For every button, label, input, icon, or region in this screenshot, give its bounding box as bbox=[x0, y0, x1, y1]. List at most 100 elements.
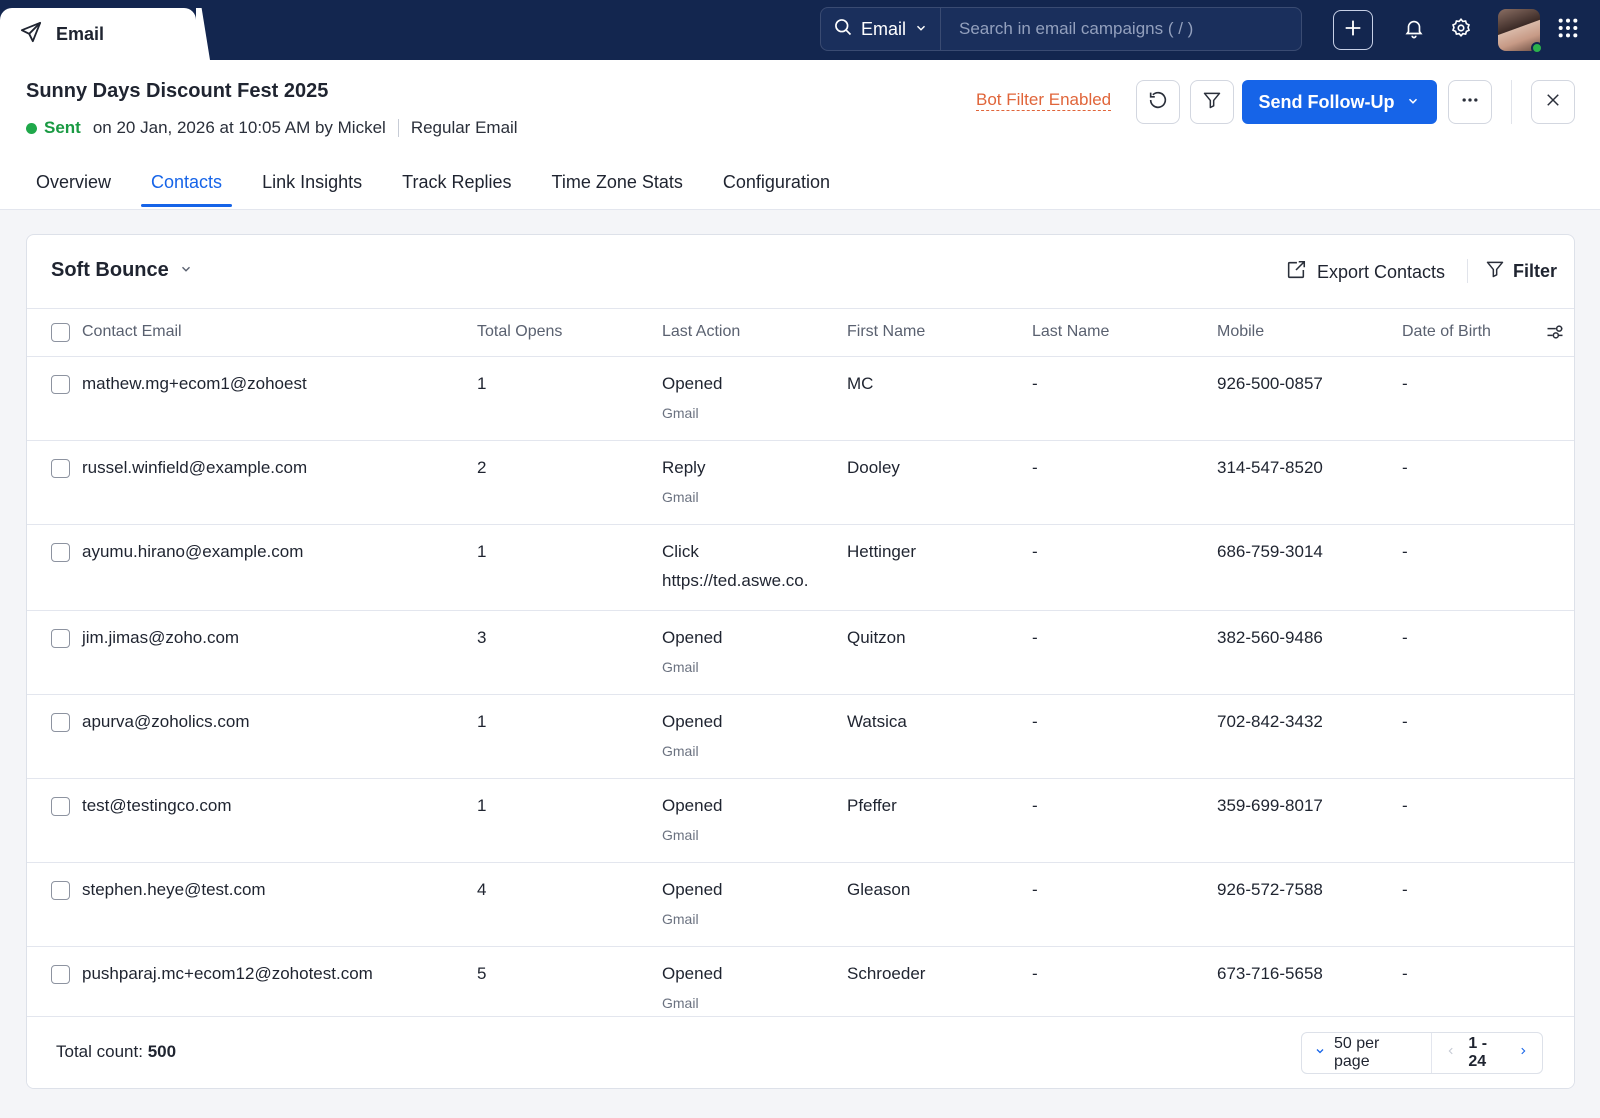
send-follow-up-button[interactable]: Send Follow-Up bbox=[1242, 80, 1437, 124]
more-options-button[interactable] bbox=[1448, 80, 1492, 124]
last-name-cell: - bbox=[1032, 458, 1038, 477]
search-input[interactable] bbox=[941, 19, 1301, 39]
table-filter-button[interactable]: Filter bbox=[1485, 259, 1557, 284]
row-checkbox[interactable] bbox=[51, 543, 70, 562]
contact-email-cell[interactable]: apurva@zoholics.com bbox=[82, 712, 250, 731]
table-row[interactable]: ayumu.hirano@example.com 1 Click https:/… bbox=[27, 525, 1574, 611]
tab-configuration[interactable]: Configuration bbox=[722, 172, 830, 192]
per-page-label: 50 per page bbox=[1334, 1035, 1380, 1070]
tab-link-insights[interactable]: Link Insights bbox=[262, 172, 363, 192]
campaign-tabs: Overview Contacts Link Insights Track Re… bbox=[26, 164, 860, 207]
create-new-button[interactable] bbox=[1333, 10, 1373, 50]
last-action-cell: Click bbox=[662, 542, 699, 561]
next-page-icon[interactable] bbox=[1518, 1044, 1528, 1062]
contact-email-cell[interactable]: pushparaj.mc+ecom12@zohotest.com bbox=[82, 964, 373, 983]
campaign-header: Sunny Days Discount Fest 2025 Sent on 20… bbox=[0, 60, 1600, 210]
app-tab-label: Email bbox=[56, 23, 105, 44]
last-action-cell: Opened bbox=[662, 796, 723, 815]
row-checkbox[interactable] bbox=[51, 713, 70, 732]
search-scope-label: Email bbox=[861, 18, 907, 39]
row-checkbox[interactable] bbox=[51, 629, 70, 648]
mobile-cell: 314-547-8520 bbox=[1217, 458, 1323, 477]
bot-filter-link[interactable]: Bot Filter Enabled bbox=[976, 90, 1112, 111]
first-name-cell: Watsica bbox=[847, 712, 907, 731]
close-button[interactable] bbox=[1531, 80, 1575, 124]
contact-email-cell[interactable]: russel.winfield@example.com bbox=[82, 458, 308, 477]
row-checkbox[interactable] bbox=[51, 881, 70, 900]
tab-track-replies[interactable]: Track Replies bbox=[402, 172, 512, 192]
grid-apps-icon bbox=[1557, 17, 1579, 44]
column-header-last-name[interactable]: Last Name bbox=[1032, 323, 1110, 340]
select-all-checkbox[interactable] bbox=[51, 323, 70, 342]
total-count-label: Total count: bbox=[56, 1042, 143, 1061]
export-contacts-button[interactable]: Export Contacts bbox=[1285, 259, 1445, 286]
gear-icon bbox=[1450, 17, 1472, 44]
contacts-card: Soft Bounce Export Contacts Filter Conta… bbox=[26, 234, 1575, 1089]
settings-button[interactable] bbox=[1441, 10, 1481, 50]
date-of-birth-cell: - bbox=[1402, 964, 1408, 983]
chevron-down-icon bbox=[179, 259, 193, 282]
card-header: Soft Bounce Export Contacts Filter bbox=[27, 235, 1574, 309]
per-page-dropdown[interactable]: 50 per page bbox=[1302, 1033, 1433, 1073]
table-row[interactable]: russel.winfield@example.com 2 Reply Gmai… bbox=[27, 441, 1574, 525]
send-paper-plane-icon bbox=[20, 21, 42, 48]
last-action-link[interactable]: https://ted.aswe.co. bbox=[662, 571, 809, 590]
date-of-birth-cell: - bbox=[1402, 712, 1408, 731]
row-checkbox[interactable] bbox=[51, 459, 70, 478]
contact-email-cell[interactable]: test@testingco.com bbox=[82, 796, 232, 815]
last-action-detail: Gmail bbox=[662, 743, 699, 759]
table-row[interactable]: stephen.heye@test.com 4 Opened Gmail Gle… bbox=[27, 863, 1574, 947]
prev-page-icon[interactable] bbox=[1446, 1044, 1456, 1062]
row-checkbox[interactable] bbox=[51, 797, 70, 816]
mobile-cell: 382-560-9486 bbox=[1217, 628, 1323, 647]
table-footer: Total count: 500 50 per page 1 - 24 bbox=[27, 1016, 1574, 1088]
table-row[interactable]: apurva@zoholics.com 1 Opened Gmail Watsi… bbox=[27, 695, 1574, 779]
last-name-cell: - bbox=[1032, 796, 1038, 815]
view-selector-label: Soft Bounce bbox=[51, 259, 169, 281]
contact-email-cell[interactable]: stephen.heye@test.com bbox=[82, 880, 266, 899]
filter-button[interactable] bbox=[1190, 80, 1234, 124]
row-checkbox[interactable] bbox=[51, 965, 70, 984]
table-header: Contact Email Total Opens Last Action Fi… bbox=[27, 309, 1574, 357]
refresh-icon bbox=[1147, 89, 1169, 116]
view-selector-dropdown[interactable]: Soft Bounce bbox=[51, 259, 193, 282]
total-opens-cell: 3 bbox=[477, 628, 487, 647]
notifications-button[interactable] bbox=[1394, 10, 1434, 50]
refresh-button[interactable] bbox=[1136, 80, 1180, 124]
table-row[interactable]: jim.jimas@zoho.com 3 Opened Gmail Quitzo… bbox=[27, 611, 1574, 695]
column-header-contact-email[interactable]: Contact Email bbox=[82, 323, 182, 340]
more-dots-icon bbox=[1460, 90, 1480, 115]
row-checkbox[interactable] bbox=[51, 375, 70, 394]
table-row[interactable]: test@testingco.com 1 Opened Gmail Pfeffe… bbox=[27, 779, 1574, 863]
contact-email-cell[interactable]: mathew.mg+ecom1@zohoest bbox=[82, 374, 307, 393]
column-settings-icon[interactable] bbox=[1545, 322, 1565, 347]
user-avatar[interactable] bbox=[1498, 9, 1543, 54]
search-scope-dropdown[interactable]: Email bbox=[821, 8, 942, 50]
total-opens-cell: 1 bbox=[477, 712, 487, 731]
app-tab-email[interactable]: Email bbox=[0, 8, 196, 60]
date-of-birth-cell: - bbox=[1402, 796, 1408, 815]
bell-icon bbox=[1403, 17, 1425, 44]
contact-email-cell[interactable]: jim.jimas@zoho.com bbox=[82, 628, 240, 647]
first-name-cell: Pfeffer bbox=[847, 796, 897, 815]
sent-info: on 20 Jan, 2026 at 10:05 AM by Mickel bbox=[92, 118, 386, 137]
contact-email-cell[interactable]: ayumu.hirano@example.com bbox=[82, 542, 304, 561]
column-header-date-of-birth[interactable]: Date of Birth bbox=[1402, 323, 1491, 340]
mobile-cell: 702-842-3432 bbox=[1217, 712, 1323, 731]
column-header-mobile[interactable]: Mobile bbox=[1217, 323, 1265, 340]
total-opens-cell: 5 bbox=[477, 964, 487, 983]
column-header-last-action[interactable]: Last Action bbox=[662, 323, 741, 340]
tab-overview[interactable]: Overview bbox=[36, 172, 112, 192]
column-header-first-name[interactable]: First Name bbox=[847, 323, 926, 340]
app-launcher-button[interactable] bbox=[1548, 10, 1588, 50]
tab-time-zone-stats[interactable]: Time Zone Stats bbox=[551, 172, 683, 192]
toolbar-divider bbox=[1511, 80, 1512, 124]
tab-contacts[interactable]: Contacts bbox=[141, 164, 233, 207]
table-row[interactable]: mathew.mg+ecom1@zohoest 1 Opened Gmail M… bbox=[27, 357, 1574, 441]
last-name-cell: - bbox=[1032, 964, 1038, 983]
total-opens-cell: 2 bbox=[477, 458, 487, 477]
column-header-total-opens[interactable]: Total Opens bbox=[477, 323, 563, 340]
table-row[interactable]: pushparaj.mc+ecom12@zohotest.com 5 Opene… bbox=[27, 947, 1574, 1031]
funnel-icon bbox=[1202, 90, 1222, 115]
first-name-cell: Dooley bbox=[847, 458, 900, 477]
